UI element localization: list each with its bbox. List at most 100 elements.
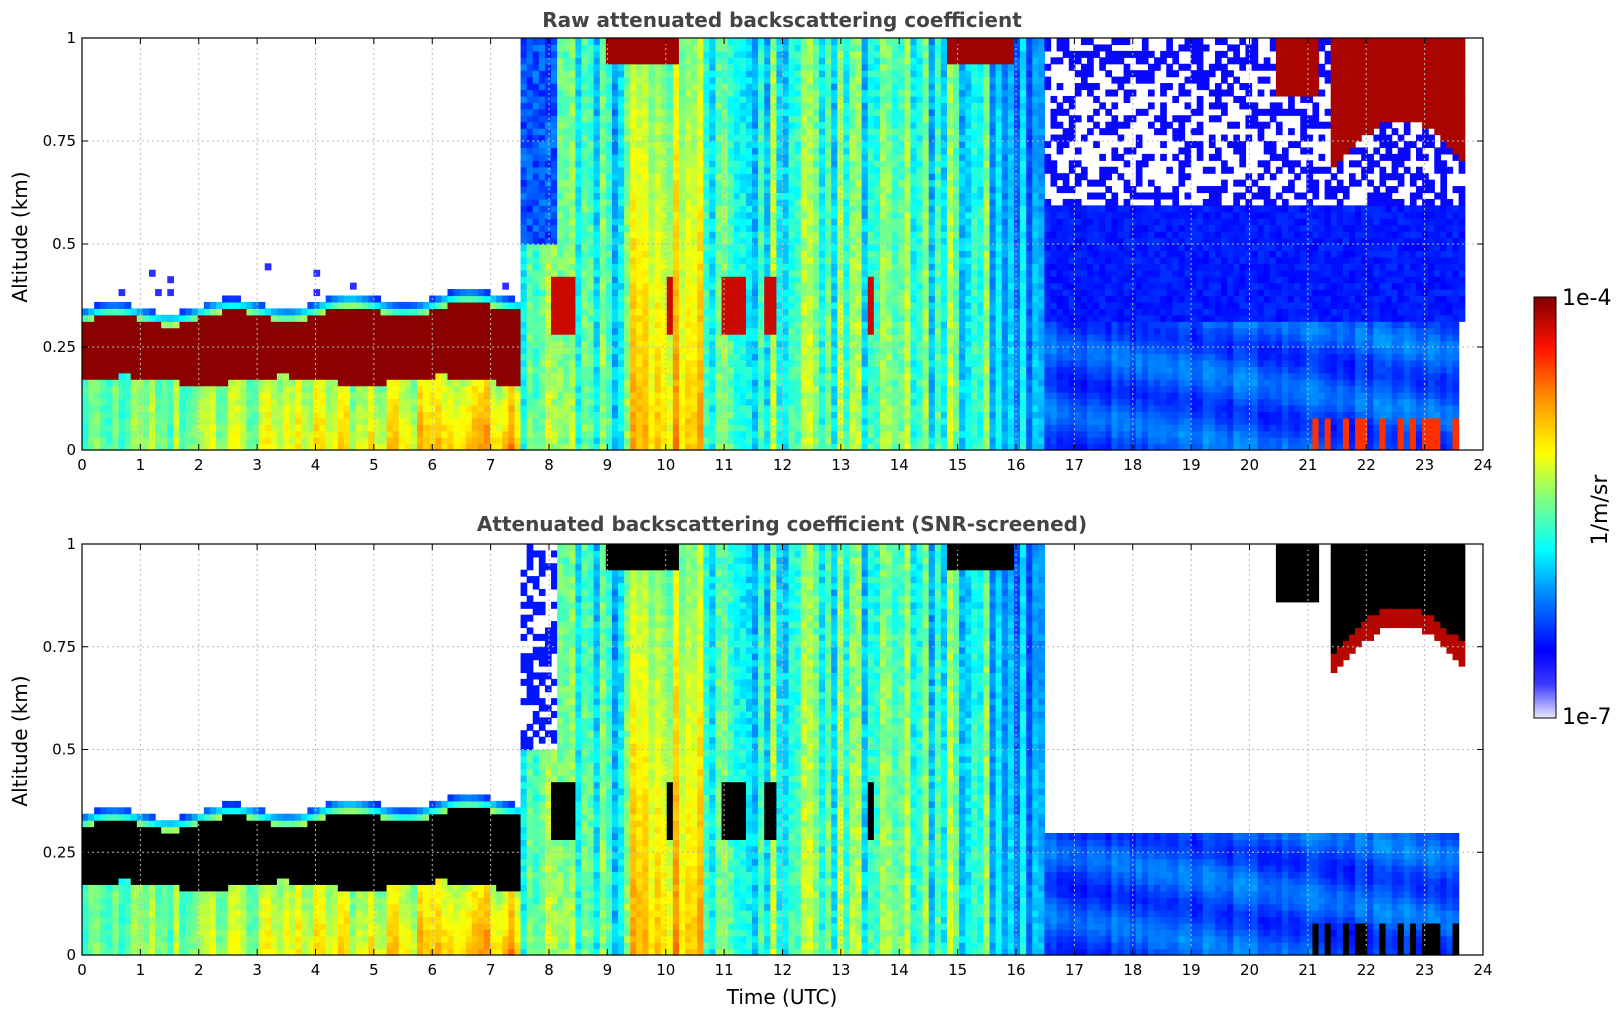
heatmap-cell bbox=[557, 147, 564, 155]
heatmap-cell bbox=[703, 102, 710, 110]
heatmap-cell bbox=[563, 115, 570, 123]
heatmap-cell bbox=[648, 102, 656, 110]
heatmap-cell bbox=[447, 353, 455, 361]
heatmap-cell bbox=[569, 153, 576, 161]
heatmap-cell bbox=[209, 417, 217, 425]
heatmap-cell bbox=[325, 417, 333, 425]
heatmap-cell bbox=[678, 63, 686, 71]
heatmap-cell bbox=[459, 411, 467, 419]
heatmap-cell bbox=[149, 314, 156, 322]
heatmap-cell bbox=[733, 166, 741, 174]
heatmap-cell bbox=[721, 250, 729, 258]
heatmap-cell bbox=[660, 443, 668, 451]
heatmap-cell bbox=[587, 50, 595, 58]
heatmap-cell bbox=[812, 70, 820, 78]
heatmap-cell bbox=[526, 128, 534, 136]
heatmap-cell bbox=[794, 276, 802, 284]
heatmap-cell bbox=[819, 186, 826, 194]
heatmap-cell bbox=[477, 366, 485, 374]
heatmap-cell bbox=[258, 301, 266, 309]
heatmap-cell bbox=[648, 244, 656, 252]
heatmap-cell bbox=[660, 108, 668, 116]
heatmap-cell bbox=[739, 147, 747, 155]
heatmap-cell bbox=[648, 308, 656, 316]
heatmap-cell bbox=[715, 340, 723, 348]
heatmap-cell bbox=[788, 115, 796, 123]
heatmap-cell bbox=[831, 359, 838, 367]
heatmap-cell bbox=[118, 385, 126, 393]
heatmap-cell bbox=[715, 327, 723, 335]
heatmap-cell bbox=[551, 192, 558, 200]
heatmap-cell bbox=[106, 424, 114, 432]
heatmap-cell bbox=[624, 224, 631, 232]
heatmap-cell bbox=[130, 437, 138, 445]
heatmap-cell bbox=[441, 392, 449, 400]
heatmap-cell bbox=[331, 340, 339, 348]
heatmap-cell bbox=[264, 392, 272, 400]
heatmap-cell bbox=[118, 340, 126, 348]
heatmap-cell bbox=[660, 404, 668, 412]
heatmap-cell bbox=[532, 424, 540, 432]
heatmap-cell bbox=[337, 385, 345, 393]
heatmap-cell bbox=[715, 186, 723, 194]
heatmap-cell bbox=[551, 301, 558, 309]
heatmap-cell bbox=[618, 108, 625, 116]
heatmap-cell bbox=[727, 121, 735, 129]
heatmap-cell bbox=[605, 128, 613, 136]
heatmap-cell bbox=[362, 424, 369, 432]
heatmap-cell bbox=[587, 327, 595, 335]
heatmap-cell bbox=[624, 89, 631, 97]
heatmap-cell bbox=[331, 327, 339, 335]
heatmap-cell bbox=[167, 321, 174, 329]
heatmap-cell bbox=[350, 314, 357, 322]
heatmap-cell bbox=[618, 205, 625, 213]
heatmap-cell bbox=[666, 63, 674, 71]
heatmap-cell bbox=[739, 295, 747, 303]
heatmap-cell bbox=[709, 38, 717, 46]
heatmap-cell bbox=[575, 128, 583, 136]
heatmap-cell bbox=[764, 359, 771, 367]
heatmap-cell bbox=[112, 385, 120, 393]
heatmap-cell bbox=[648, 385, 656, 393]
heatmap-cell bbox=[715, 353, 723, 361]
heatmap-cell bbox=[800, 430, 808, 438]
heatmap-cell bbox=[258, 411, 266, 419]
heatmap-cell bbox=[490, 366, 497, 374]
heatmap-cell bbox=[770, 295, 778, 303]
heatmap-cell bbox=[398, 385, 406, 393]
heatmap-cell bbox=[678, 411, 686, 419]
heatmap-cell bbox=[228, 379, 235, 387]
heatmap-cell bbox=[337, 430, 345, 438]
heatmap-cell bbox=[356, 443, 363, 451]
heatmap-cell bbox=[532, 115, 540, 123]
heatmap-cell bbox=[532, 321, 540, 329]
heatmap-cell bbox=[307, 404, 315, 412]
heatmap-cell bbox=[100, 379, 107, 387]
heatmap-cell bbox=[721, 347, 729, 355]
heatmap-cell bbox=[173, 430, 181, 438]
heatmap-cell bbox=[88, 366, 95, 374]
heatmap-cell bbox=[532, 44, 540, 52]
heatmap-cell bbox=[782, 308, 790, 316]
heatmap-cell bbox=[276, 327, 284, 335]
heatmap-cell bbox=[435, 430, 442, 438]
heatmap-cell bbox=[715, 334, 723, 342]
heatmap-cell bbox=[575, 70, 583, 78]
heatmap-cell bbox=[678, 424, 686, 432]
heatmap-cell bbox=[477, 443, 485, 451]
heatmap-cell bbox=[654, 224, 662, 232]
heatmap-cell bbox=[526, 385, 534, 393]
heatmap-cell bbox=[551, 385, 558, 393]
heatmap-cell bbox=[392, 334, 400, 342]
heatmap-cell bbox=[313, 392, 321, 400]
heatmap-cell bbox=[544, 443, 552, 451]
heatmap-cell bbox=[630, 166, 637, 174]
heatmap-cell bbox=[630, 430, 637, 438]
heatmap-cell bbox=[685, 70, 692, 78]
heatmap-cell bbox=[252, 314, 260, 322]
heatmap-cell bbox=[532, 372, 540, 380]
heatmap-cell bbox=[605, 443, 613, 451]
heatmap-cell bbox=[532, 128, 540, 136]
heatmap-cell bbox=[270, 327, 278, 335]
heatmap-cell bbox=[642, 411, 650, 419]
